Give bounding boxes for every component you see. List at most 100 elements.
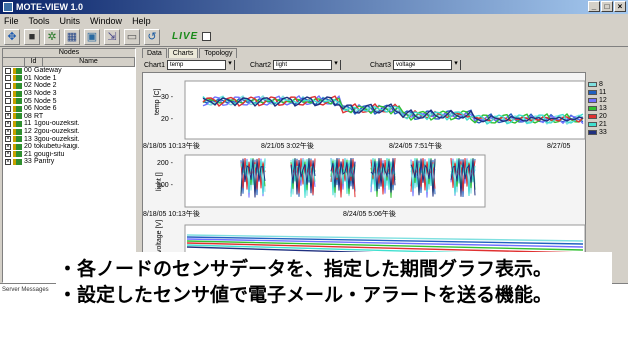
chart2-series-line [370, 158, 396, 193]
legend-label: 11 [599, 88, 607, 96]
tab-topology[interactable]: Topology [199, 48, 238, 58]
col-name[interactable]: Name [43, 58, 135, 66]
maximize-button[interactable]: □ [601, 1, 613, 12]
live-checkbox[interactable] [202, 32, 212, 41]
node-row[interactable]: 01 Node 1 [3, 75, 135, 83]
node-row[interactable]: 02 Node 2 [3, 82, 135, 90]
mote-node-icon [13, 113, 22, 120]
node-checkbox[interactable] [5, 98, 11, 105]
server-messages-label: Server Messages [2, 287, 49, 293]
chart3-series-line [186, 238, 584, 248]
node-checkbox[interactable]: × [5, 143, 11, 150]
chart3-select[interactable]: voltage [393, 60, 462, 70]
node-id: 00 [24, 67, 32, 75]
node-checkbox[interactable]: × [5, 113, 11, 120]
node-row[interactable]: 06 Node 6 [3, 105, 135, 113]
node-row[interactable]: × 12 2gou-ouzeksit. [3, 128, 135, 136]
chart1-selector: Chart1 temp [144, 60, 236, 70]
node-id: 03 [24, 90, 32, 98]
node-row[interactable]: × 13 3gou-ouzeksit. [3, 135, 135, 143]
node-checkbox[interactable]: × [5, 151, 11, 158]
node-id: 13 [24, 135, 32, 143]
menu-window[interactable]: Window [90, 15, 123, 26]
chart3-series-line [186, 234, 584, 242]
node-checkbox[interactable] [5, 75, 11, 82]
nodes-columns: Id Name [3, 58, 135, 67]
node-row[interactable]: × 20 tokubetu-kaigi. [3, 143, 135, 151]
tab-data[interactable]: Data [142, 48, 167, 58]
document-icon[interactable]: ▭ [124, 28, 140, 45]
node-checkbox[interactable] [5, 105, 11, 112]
node-row[interactable]: 05 Node 5 [3, 97, 135, 105]
legend-item: 8 [588, 80, 626, 88]
chart2-ytick-1: 100 - [157, 182, 174, 189]
chart3-series-line [186, 236, 584, 245]
legend-label: 33 [599, 128, 607, 136]
caption-line-1: ・各ノードのセンサデータを、指定した期間グラフ表示。 [58, 258, 553, 280]
monitor-icon[interactable]: ▣ [84, 28, 100, 45]
chart2-ylabel: light [] [156, 172, 163, 191]
node-checkbox[interactable]: × [5, 128, 11, 135]
legend-item: 12 [588, 96, 626, 104]
node-row[interactable]: 03 Node 3 [3, 90, 135, 98]
legend-label: 13 [599, 104, 607, 112]
node-checkbox[interactable] [5, 67, 11, 74]
caption-overlay: ・各ノードのセンサデータを、指定した期間グラフ表示。 ・設定したセンサ値で電子メ… [56, 252, 612, 322]
legend-label: 8 [599, 80, 603, 88]
node-checkbox[interactable]: × [5, 158, 11, 165]
node-name: Node 5 [34, 97, 57, 105]
chart1-xtick-0: 8/18/05 10:13午後 [143, 141, 200, 150]
col-id[interactable]: Id [25, 58, 43, 66]
node-id: 06 [24, 105, 32, 113]
chart2-xtick-0: 8/18/05 10:13午後 [143, 209, 200, 218]
close-button[interactable]: × [614, 1, 626, 12]
menu-file[interactable]: File [4, 15, 19, 26]
chart2-series-line [410, 158, 436, 192]
mote-node-icon [13, 120, 22, 127]
node-checkbox[interactable]: × [5, 120, 11, 127]
node-row[interactable]: × 21 gougi-situ [3, 151, 135, 159]
menu-tools[interactable]: Tools [28, 15, 50, 26]
chart2-series-line [290, 158, 316, 195]
chart2-selector: Chart2 light [250, 60, 342, 70]
mote-icon[interactable]: ■ [24, 28, 40, 45]
tools-icon[interactable]: ✲ [44, 28, 60, 45]
tab-charts[interactable]: Charts [167, 48, 199, 58]
chart2-series-line [410, 158, 436, 197]
node-id: 11 [24, 120, 32, 128]
chart3-selector: Chart3 voltage [370, 60, 462, 70]
menu-units[interactable]: Units [59, 15, 81, 26]
chart2-series-line [330, 157, 356, 191]
node-checkbox[interactable]: × [5, 136, 11, 143]
node-name: Node 1 [34, 74, 57, 82]
refresh-icon[interactable]: ↺ [144, 28, 160, 45]
node-row[interactable]: × 08 RT [3, 113, 135, 121]
network-icon[interactable]: ✥ [4, 28, 20, 45]
grid-icon[interactable]: ▦ [64, 28, 80, 45]
mote-node-icon [13, 136, 22, 143]
node-row[interactable]: × 33 Pantry [3, 158, 135, 166]
chart3-series-line [186, 242, 584, 254]
node-row[interactable]: 00 Gateway [3, 67, 135, 75]
mote-node-icon [13, 158, 22, 165]
chart1-select[interactable]: temp [167, 60, 236, 70]
menu-help[interactable]: Help [132, 15, 151, 26]
mote-node-icon [13, 143, 22, 150]
node-name: 2gou-ouzeksit. [34, 128, 80, 136]
node-checkbox[interactable] [5, 82, 11, 89]
chart2-select[interactable]: light [273, 60, 342, 70]
chart1-xtick-3: 8/27/05 [547, 143, 570, 150]
chart1-series-line [202, 96, 584, 123]
node-checkbox[interactable] [5, 90, 11, 97]
chart1-ytick-0: 30 - [161, 94, 174, 101]
export-icon[interactable]: ⇲ [104, 28, 120, 45]
chart1-ytick-1: 20 - [161, 116, 174, 123]
node-id: 02 [24, 82, 32, 90]
live-label: LIVE [172, 31, 199, 42]
minimize-button[interactable]: _ [588, 1, 600, 12]
node-row[interactable]: × 11 1gou-ouzeksit. [3, 120, 135, 128]
chart1-plot [184, 80, 586, 140]
nodes-header: Nodes [3, 49, 135, 58]
title-bar: MOTE-VIEW 1.0 _ □ × [0, 0, 628, 14]
